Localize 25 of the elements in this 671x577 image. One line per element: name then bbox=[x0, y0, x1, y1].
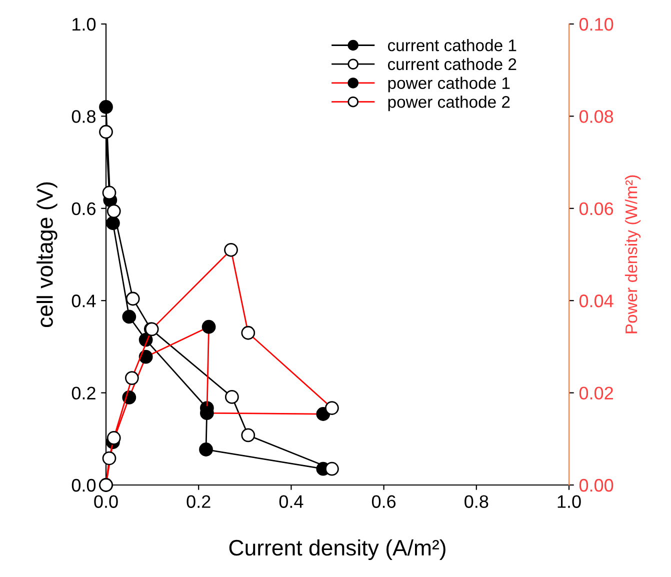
legend-label: power cathode 1 bbox=[388, 76, 510, 92]
x-tick-label: 0.6 bbox=[372, 495, 396, 508]
y-tick-label: 0.6 bbox=[72, 202, 96, 216]
x-tick-label: 0.2 bbox=[186, 495, 210, 508]
y-axis-title: cell voltage (V) bbox=[36, 182, 58, 328]
x-tick-label: 1.0 bbox=[558, 495, 581, 508]
y-tick-label: 0.8 bbox=[72, 110, 96, 123]
legend-label: power cathode 2 bbox=[388, 96, 510, 112]
legend-label: current cathode 1 bbox=[388, 39, 516, 52]
x-tick-label: 0.0 bbox=[94, 495, 118, 508]
x-axis-title: Current density (A/m²) bbox=[229, 539, 446, 560]
x-tick-label: 0.8 bbox=[464, 495, 488, 508]
y-tick-label: 0.0 bbox=[72, 478, 96, 492]
y-tick-label: 0.4 bbox=[72, 294, 96, 308]
y2-tick-label: 0.06 bbox=[579, 202, 614, 216]
y2-tick-label: 0.02 bbox=[579, 386, 613, 400]
y2-tick-label: 0.10 bbox=[579, 18, 614, 31]
legend-label: current cathode 2 bbox=[388, 58, 516, 70]
y2-tick-label: 0.00 bbox=[579, 478, 614, 492]
y2-tick-label: 0.04 bbox=[579, 294, 614, 308]
x-tick-label: 0.4 bbox=[279, 495, 304, 508]
y2-axis-title: Power density (W/m²) bbox=[624, 175, 641, 334]
y-tick-label: 0.2 bbox=[72, 386, 96, 400]
y2-tick-label: 0.08 bbox=[579, 110, 614, 123]
y-tick-label: 1.0 bbox=[72, 18, 96, 31]
